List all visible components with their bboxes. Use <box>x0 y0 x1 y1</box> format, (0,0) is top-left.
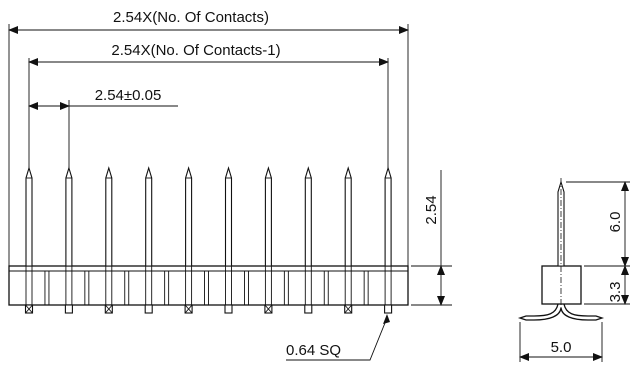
pin <box>184 166 193 314</box>
pin-tail-cross-b <box>344 304 353 314</box>
side-housing <box>541 265 582 305</box>
dim-height-label: 2.54 <box>423 195 440 224</box>
pin <box>344 166 353 314</box>
pin-tail <box>304 304 313 314</box>
pin-tail <box>224 304 233 314</box>
pin <box>24 166 34 314</box>
pin-upper <box>145 166 153 267</box>
housing-dividers <box>44 271 369 305</box>
side-pin-legs <box>517 303 605 321</box>
dim-pitch-label: 2.54±0.05 <box>95 87 162 104</box>
dim-total-label: 2.54X(No. Of Contacts) <box>113 9 269 26</box>
dim-span-label: 2.54X(No. Of Contacts-1) <box>111 42 280 59</box>
dim-pin-length-label: 6.0 <box>607 212 624 233</box>
pin <box>64 166 73 314</box>
callout-square-label: 0.64 SQ <box>286 342 341 359</box>
dim-body-height-label: 3.3 <box>607 282 624 303</box>
pin <box>224 166 233 314</box>
pin-upper <box>105 166 113 267</box>
pin <box>104 166 113 314</box>
pin-upper <box>384 166 392 267</box>
pin-upper <box>185 166 193 267</box>
pin-tail-cross-b <box>25 304 33 314</box>
pin-tail <box>144 304 153 314</box>
pin <box>304 166 313 314</box>
pin-tail-cross-b <box>184 304 193 314</box>
pin-row <box>24 166 393 314</box>
callout-arrowhead <box>383 314 390 324</box>
pin-upper <box>25 166 33 267</box>
dim-width-label: 5.0 <box>551 339 572 356</box>
pin-upper <box>344 166 352 267</box>
pin-tail <box>384 304 393 314</box>
pin-tail <box>64 304 73 314</box>
pin <box>264 166 273 314</box>
side-view: 6.0 3.3 5.0 <box>517 178 630 362</box>
callout-leader <box>286 317 388 361</box>
pin <box>384 166 393 314</box>
pin-tail-cross-b <box>104 304 113 314</box>
pin-upper <box>264 166 272 267</box>
front-view: 2.54X(No. Of Contacts) 2.54X(No. Of Cont… <box>8 9 452 361</box>
pin-tail-cross-b <box>264 304 273 314</box>
pin-upper <box>304 166 312 267</box>
pin-upper <box>65 166 73 267</box>
pin <box>144 166 153 314</box>
pin-upper <box>224 166 233 267</box>
